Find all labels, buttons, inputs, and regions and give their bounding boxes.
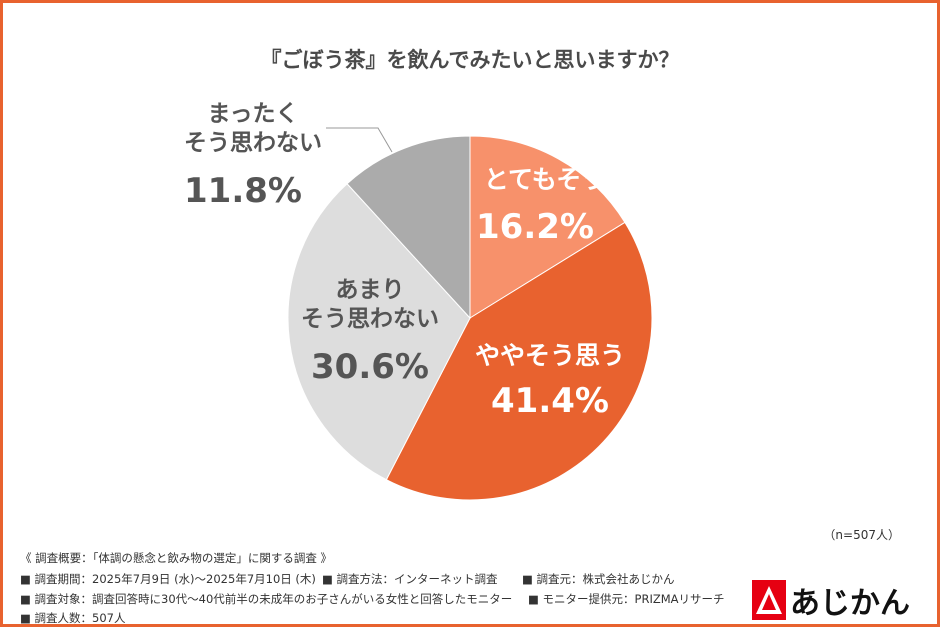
leader-line	[326, 127, 393, 153]
slice-label-3-line2: そう思わない	[184, 129, 322, 156]
slice-label-0: とてもそう思う	[483, 165, 657, 194]
slice-label-2: あまり そう思わない	[285, 276, 455, 334]
sample-size: （n=507人）	[823, 528, 900, 542]
survey-count: ■ 調査人数：507人	[20, 611, 126, 625]
slice-label-3-line1: まったく	[207, 101, 299, 127]
survey-provider: ■ モニター提供元：PRIZMAリサーチ	[528, 592, 725, 606]
survey-target: ■ 調査対象：調査回答時に30代～40代前半の未成年のお子さんがいる女性と回答し…	[20, 592, 513, 606]
survey-period: ■ 調査期間：2025年7月9日 (水)～2025年7月10日 (木)	[20, 572, 316, 586]
pie-slice-0	[469, 135, 626, 319]
survey-source: ■ 調査元：株式会社あじかん	[522, 572, 675, 586]
slice-label-2-line1: あまり	[335, 277, 405, 303]
slice-value-0: 16.2%	[476, 207, 594, 247]
slice-value-2: 30.6%	[311, 347, 429, 387]
slice-label-2-line2: そう思わない	[301, 305, 439, 332]
slice-label-1: ややそう思う	[474, 341, 625, 370]
slice-value-3: 11.8%	[184, 171, 302, 211]
pie-slice-2	[287, 183, 471, 481]
survey-overview: 《 調査概要：「体調の懸念と飲み物の選定」に関する調査 》	[20, 551, 333, 565]
slice-label-3: まったく そう思わない	[168, 100, 338, 158]
pie-slice-1	[385, 221, 653, 501]
ajikan-logo: あじかん	[752, 580, 910, 620]
svg-text:あじかん: あじかん	[790, 586, 910, 620]
chart-title: 『ごぼう茶』を飲んでみたいと思いますか？	[260, 48, 680, 72]
survey-method: ■ 調査方法：インターネット調査	[322, 572, 498, 586]
pie-slice-3	[346, 135, 471, 320]
slice-value-1: 41.4%	[491, 381, 609, 421]
